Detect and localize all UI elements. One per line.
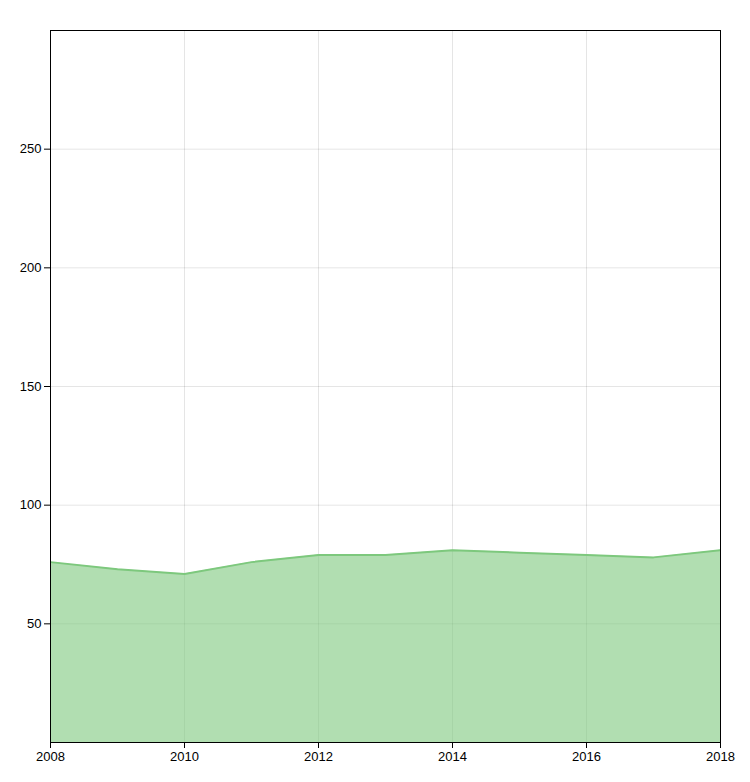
svg-text:2012: 2012 [304,749,333,764]
svg-text:2018: 2018 [706,749,735,764]
svg-text:100: 100 [20,497,42,512]
svg-text:250: 250 [20,141,42,156]
svg-text:2014: 2014 [438,749,467,764]
svg-text:2008: 2008 [36,749,65,764]
svg-text:200: 200 [20,260,42,275]
svg-text:50: 50 [27,616,41,631]
svg-text:150: 150 [20,379,42,394]
svg-text:2016: 2016 [572,749,601,764]
svg-text:2010: 2010 [170,749,199,764]
